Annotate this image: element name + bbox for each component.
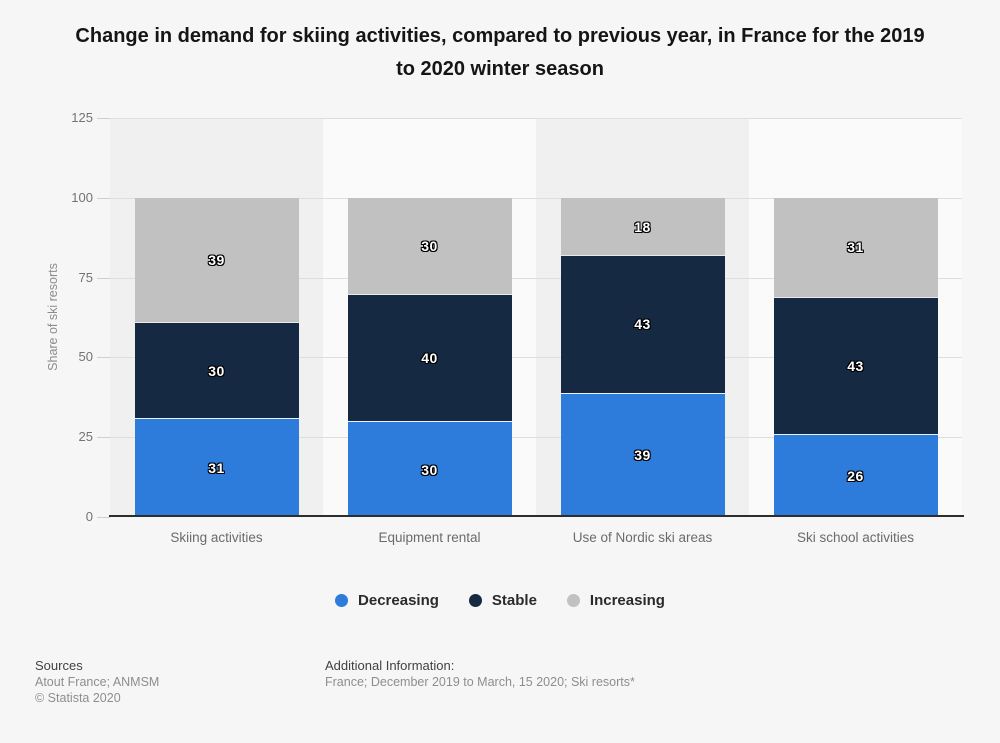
bar-segment-stable: 30 [134,322,299,419]
statista-copyright: © Statista 2020 [35,691,121,705]
y-tick-label-75: 75 [78,269,93,285]
bar-ski-school-activities: 31 43 26 [773,118,938,517]
legend-label: Decreasing [358,592,439,609]
bar-segment-decreasing: 26 [773,434,938,517]
bar-segment-stable: 40 [347,293,512,422]
bar-segment-stable: 43 [773,296,938,435]
bar-equipment-rental: 30 40 30 [347,118,512,517]
gridline-75 [110,277,962,279]
gridline-100 [110,197,962,199]
y-tick-mark [97,357,110,359]
data-label: 40 [421,349,438,366]
y-tick-mark [97,437,110,439]
bar-segment-stable: 43 [560,255,725,393]
data-label: 31 [208,460,225,477]
sources-block: Sources Atout France; ANMSM © Statista 2… [35,657,159,706]
data-label: 31 [847,239,864,256]
data-label: 18 [634,218,651,235]
legend-dot-increasing [566,594,580,607]
additional-info-block: Additional Information: France; December… [325,657,635,690]
y-tick-label-100: 100 [71,189,93,205]
data-label: 39 [208,252,225,269]
y-tick-mark [97,277,110,279]
additional-info-label: Additional Information: [325,658,455,673]
x-category-label: Use of Nordic ski areas [572,530,713,545]
data-label: 30 [208,362,225,379]
bar-segment-increasing: 39 [134,197,299,323]
bar-segment-increasing: 30 [347,197,512,294]
legend-item-increasing: Increasing [566,592,665,609]
x-axis-line [109,515,964,517]
gridline-25 [110,437,962,439]
x-category-label: Ski school activities [796,530,915,545]
legend-label: Increasing [589,592,665,609]
chart-title: Change in demand for skiing activities, … [75,25,925,80]
bar-segment-decreasing: 39 [560,392,725,517]
data-label: 43 [634,316,651,333]
legend-dot-stable [468,594,482,607]
y-tick-mark [97,118,110,119]
data-label: 30 [421,461,438,478]
sources-text: Atout France; ANMSM [35,675,160,689]
data-label: 39 [634,447,651,464]
data-label: 26 [847,468,864,484]
legend: Decreasing Stable Increasing [0,592,1000,609]
y-tick-label-0: 0 [85,509,93,524]
bar-segment-increasing: 18 [560,197,725,256]
bar-skiing-activities: 39 30 31 [134,118,299,517]
y-tick-label-50: 50 [78,349,93,365]
y-tick-label-25: 25 [78,429,93,445]
plot-area: 39 30 31 30 40 30 18 43 39 31 43 26 [110,118,962,517]
bar-segment-decreasing: 31 [134,418,299,517]
data-label: 30 [421,237,438,254]
gridline-50 [110,357,962,359]
legend-item-stable: Stable [468,592,537,609]
x-category-label: Skiing activities [170,530,263,545]
legend-label: Stable [491,592,537,609]
y-tick-mark [97,517,110,518]
x-category-label: Equipment rental [378,530,481,545]
y-tick-label-125: 125 [71,110,93,125]
sources-label: Sources [35,658,83,673]
y-tick-mark [97,197,110,199]
bar-segment-increasing: 31 [773,197,938,297]
data-label: 43 [847,357,864,374]
bar-segment-decreasing: 30 [347,421,512,517]
gridline-125 [110,118,962,119]
legend-dot-decreasing [335,594,349,607]
additional-info-text: France; December 2019 to March, 15 2020;… [325,675,635,689]
legend-item-decreasing: Decreasing [335,592,439,609]
bar-use-of-nordic-ski-areas: 18 43 39 [560,118,725,517]
